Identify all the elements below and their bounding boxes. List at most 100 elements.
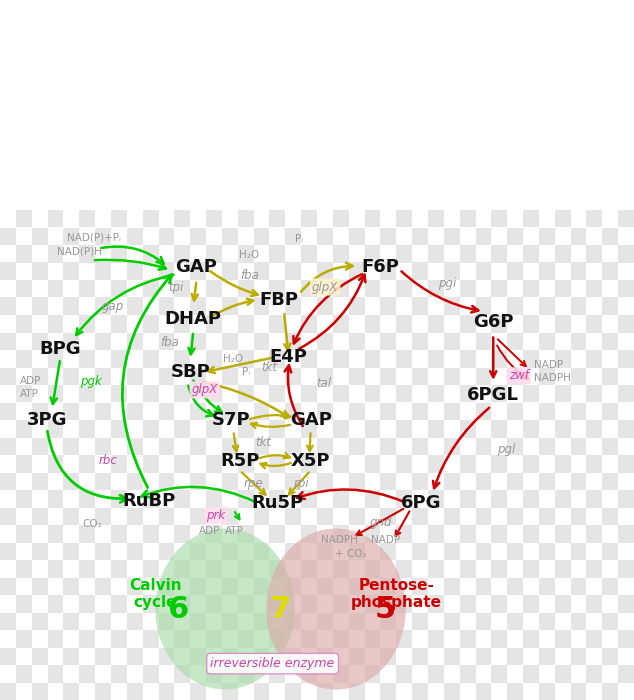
Bar — [127, 682, 143, 700]
Bar — [143, 315, 158, 332]
Bar — [618, 630, 634, 648]
Bar — [428, 210, 444, 228]
Bar — [95, 228, 111, 245]
Bar — [618, 455, 634, 472]
Text: 3PG: 3PG — [27, 411, 68, 429]
Bar — [602, 402, 618, 420]
Bar — [349, 228, 365, 245]
Text: 7: 7 — [270, 594, 292, 624]
Bar — [571, 298, 586, 315]
Text: 6PGL: 6PGL — [467, 386, 519, 405]
Bar — [285, 578, 301, 595]
Text: + CO₂: + CO₂ — [335, 550, 366, 559]
Bar — [349, 542, 365, 560]
Bar — [254, 402, 269, 420]
Bar — [539, 402, 555, 420]
Bar — [349, 473, 365, 490]
Text: gnd: gnd — [369, 516, 392, 528]
Bar — [460, 665, 476, 682]
Bar — [491, 315, 507, 332]
Bar — [79, 525, 95, 542]
Bar — [380, 542, 396, 560]
Bar — [206, 420, 222, 438]
Bar — [79, 560, 95, 577]
Bar — [79, 385, 95, 402]
Bar — [428, 665, 444, 682]
Bar — [127, 473, 143, 490]
Bar — [269, 490, 285, 507]
Bar — [127, 298, 143, 315]
Bar — [111, 455, 127, 472]
Bar — [143, 560, 158, 577]
Bar — [111, 315, 127, 332]
Bar — [396, 245, 412, 262]
Bar — [507, 298, 523, 315]
Bar — [476, 682, 491, 700]
Bar — [396, 490, 412, 507]
Bar — [238, 490, 254, 507]
Bar — [222, 402, 238, 420]
Bar — [190, 542, 206, 560]
Bar — [460, 280, 476, 298]
Bar — [333, 385, 349, 402]
Bar — [0, 682, 16, 700]
Bar — [238, 525, 254, 542]
Bar — [190, 578, 206, 595]
Bar — [539, 508, 555, 525]
Bar — [16, 245, 32, 262]
Text: CO₂: CO₂ — [82, 519, 102, 528]
Bar — [0, 648, 16, 665]
Text: ATP: ATP — [225, 526, 244, 536]
Bar — [269, 630, 285, 648]
Bar — [349, 508, 365, 525]
Bar — [174, 210, 190, 228]
Bar — [476, 612, 491, 630]
Bar — [507, 578, 523, 595]
Bar — [190, 473, 206, 490]
Bar — [174, 315, 190, 332]
Bar — [396, 385, 412, 402]
Bar — [555, 385, 571, 402]
Bar — [523, 525, 539, 542]
Bar — [507, 402, 523, 420]
Text: pgl: pgl — [497, 443, 515, 456]
Bar — [476, 298, 491, 315]
Bar — [143, 245, 158, 262]
Bar — [618, 595, 634, 612]
Bar — [0, 332, 16, 350]
Bar — [476, 402, 491, 420]
Bar — [111, 210, 127, 228]
Bar — [158, 332, 174, 350]
Bar — [79, 280, 95, 298]
Bar — [396, 315, 412, 332]
Bar — [380, 438, 396, 455]
Bar — [301, 385, 317, 402]
Bar — [460, 210, 476, 228]
Bar — [412, 648, 428, 665]
Bar — [127, 368, 143, 385]
Text: 6: 6 — [167, 594, 188, 624]
Bar — [63, 438, 79, 455]
Bar — [32, 368, 48, 385]
Bar — [0, 508, 16, 525]
Bar — [555, 525, 571, 542]
Bar — [174, 595, 190, 612]
Bar — [143, 630, 158, 648]
Bar — [602, 542, 618, 560]
Bar — [444, 298, 460, 315]
Bar — [127, 402, 143, 420]
Bar — [16, 630, 32, 648]
Bar — [460, 630, 476, 648]
Bar — [174, 350, 190, 368]
Bar — [491, 385, 507, 402]
Bar — [396, 350, 412, 368]
Bar — [380, 332, 396, 350]
Bar — [0, 542, 16, 560]
Bar — [380, 298, 396, 315]
Bar — [412, 578, 428, 595]
Bar — [63, 368, 79, 385]
Bar — [333, 315, 349, 332]
Bar — [428, 245, 444, 262]
Bar — [158, 508, 174, 525]
Bar — [127, 578, 143, 595]
